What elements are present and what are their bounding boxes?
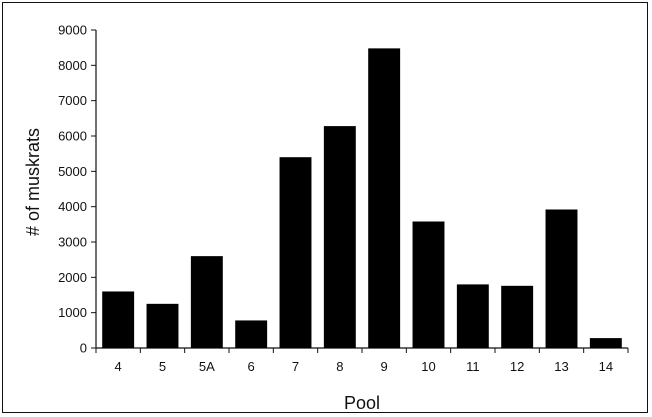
- x-tick-label: 12: [510, 359, 524, 374]
- x-tick-label: 5: [159, 359, 166, 374]
- x-tick-label: 9: [381, 359, 388, 374]
- bar-5: [146, 303, 179, 348]
- y-axis: 0 1000 2000 3000 4000 5000 6000 7000 8000 9000: [58, 23, 97, 356]
- y-tick-label: 4000: [58, 199, 87, 214]
- y-tick-label: 3000: [58, 235, 87, 250]
- x-tick-label: 13: [554, 359, 568, 374]
- bar-13: [545, 209, 578, 348]
- bar-12: [501, 285, 534, 348]
- bars: [102, 48, 622, 349]
- x-axis: 4 5 5A 6 7 8 9 10 11 12 13 14: [95, 347, 629, 374]
- bar-14: [589, 338, 622, 348]
- x-tick-label: 4: [115, 359, 122, 374]
- bar-5A: [190, 256, 223, 348]
- y-tick-label: 9000: [58, 23, 87, 38]
- y-tick-label: 1000: [58, 305, 87, 320]
- x-tick-label: 14: [599, 359, 613, 374]
- x-axis-label: Pool: [344, 393, 380, 413]
- x-tick-label: 7: [292, 359, 299, 374]
- bar-9: [368, 48, 401, 349]
- x-tick-label: 11: [466, 359, 480, 374]
- bar-8: [323, 126, 356, 349]
- y-axis-label: # of muskrats: [23, 128, 43, 236]
- x-tick-label: 10: [421, 359, 435, 374]
- y-tick-label: 7000: [58, 93, 87, 108]
- bar-4: [102, 291, 135, 348]
- bar-6: [235, 320, 268, 348]
- bar-10: [412, 221, 445, 348]
- y-tick-label: 0: [80, 341, 87, 356]
- y-tick-label: 6000: [58, 129, 87, 144]
- y-tick-label: 8000: [58, 58, 87, 73]
- bar-7: [279, 157, 312, 348]
- y-tick-label: 5000: [58, 164, 87, 179]
- x-tick-label: 6: [248, 359, 255, 374]
- x-tick-label: 5A: [199, 359, 215, 374]
- x-tick-label: 8: [336, 359, 343, 374]
- y-tick-label: 2000: [58, 270, 87, 285]
- bar-11: [456, 284, 489, 348]
